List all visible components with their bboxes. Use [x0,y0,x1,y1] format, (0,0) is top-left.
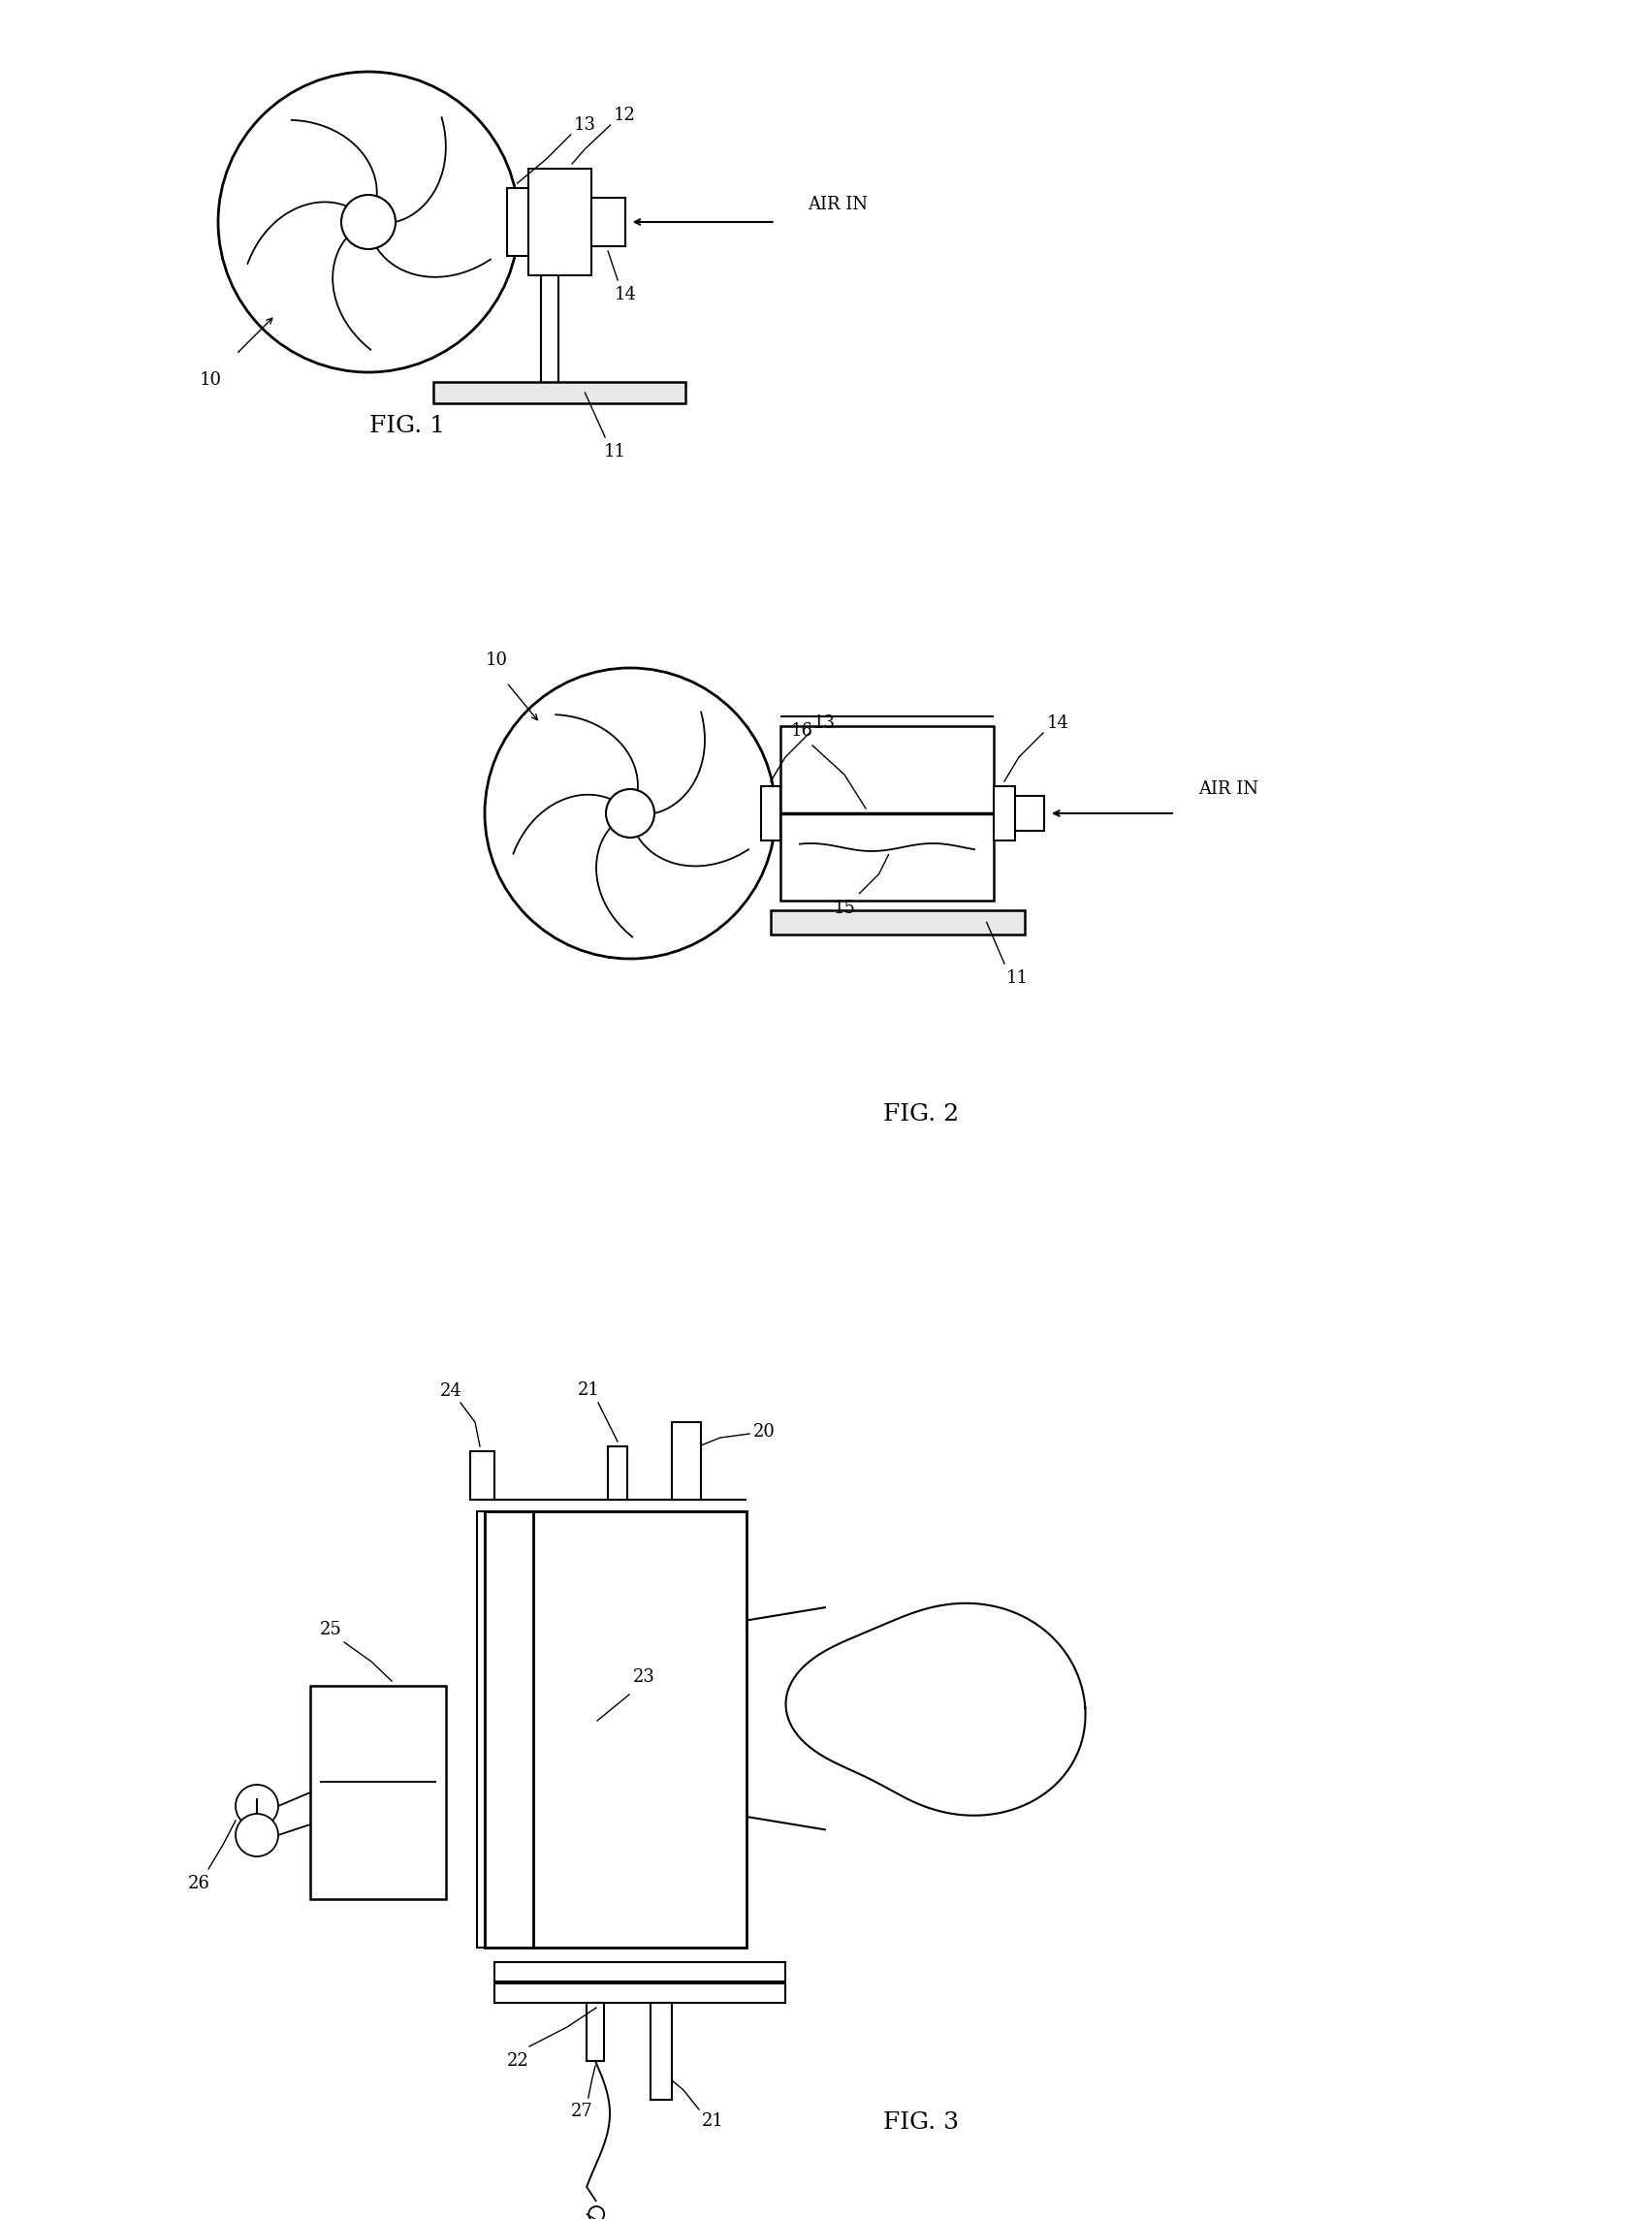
Text: 16: 16 [791,721,813,739]
Circle shape [236,1784,278,1828]
Bar [507,189,529,255]
Text: 13: 13 [813,715,836,732]
Text: 23: 23 [633,1669,656,1686]
Text: 24: 24 [439,1382,463,1400]
Bar [591,197,624,246]
Bar [471,1451,494,1500]
Bar [651,2004,672,2099]
Text: 11: 11 [605,444,626,462]
Text: 25: 25 [319,1620,342,1638]
Bar [534,1511,747,1948]
Text: FIG. 1: FIG. 1 [370,415,444,437]
Circle shape [342,195,395,249]
Text: 20: 20 [753,1425,775,1440]
Text: 27: 27 [570,2104,593,2119]
Text: 14: 14 [1047,715,1069,732]
Text: 11: 11 [1006,970,1028,987]
Bar [477,1511,484,1948]
Text: 13: 13 [573,115,596,133]
Bar [780,726,995,901]
Text: FIG. 2: FIG. 2 [884,1103,958,1125]
Bar [586,2004,605,2061]
Text: 26: 26 [188,1875,210,1893]
Bar [494,1962,785,1982]
Text: 10: 10 [200,371,221,388]
Text: 21: 21 [702,2112,724,2130]
Text: 10: 10 [486,652,507,670]
Circle shape [484,668,775,959]
Bar [771,910,1024,934]
Circle shape [588,2206,605,2219]
Bar [529,169,591,275]
Circle shape [236,1813,278,1857]
Text: FIG. 3: FIG. 3 [884,2110,958,2132]
Bar [608,1447,628,1500]
Text: AIR IN: AIR IN [808,195,869,213]
Bar [762,786,780,841]
Bar [434,382,686,404]
Bar [484,1511,534,1948]
Text: 14: 14 [615,286,636,304]
Text: 12: 12 [615,107,636,124]
Circle shape [606,790,654,837]
Bar [1014,797,1044,830]
Bar [995,786,1014,841]
Bar [311,1686,446,1899]
Text: 21: 21 [578,1382,600,1398]
Bar [494,1984,785,2004]
Text: 15: 15 [834,899,856,916]
Text: AIR IN: AIR IN [1198,781,1259,799]
Bar [672,1422,700,1500]
Circle shape [218,71,519,373]
Text: 22: 22 [507,2053,529,2070]
